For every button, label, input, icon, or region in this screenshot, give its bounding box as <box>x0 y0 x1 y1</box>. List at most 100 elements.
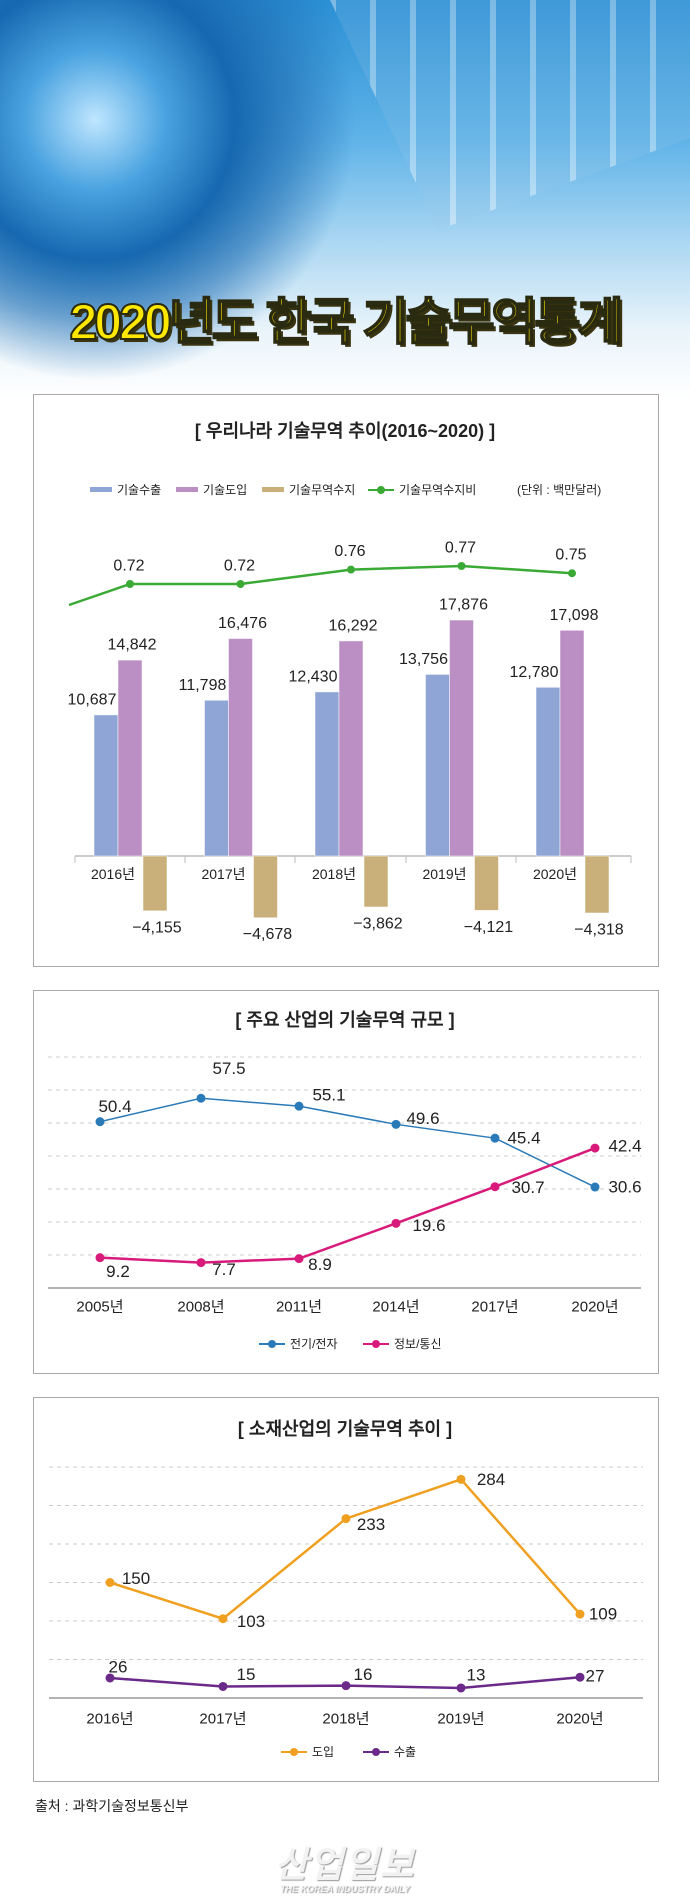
publisher-logo: 산업일보 THE KOREA INDUSTRY DAILY <box>274 1844 416 1894</box>
series-line-0 <box>99 1097 596 1188</box>
legend-item-ict: 정보/통신 <box>363 1335 442 1352</box>
bar-value-label: −4,121 <box>464 919 513 936</box>
data-label: 30.6 <box>608 1178 641 1197</box>
ratio-point <box>457 562 466 570</box>
bar-0 <box>204 700 229 857</box>
chart-box-materials <box>33 1397 659 1782</box>
bar-1 <box>338 640 364 857</box>
data-label: 103 <box>237 1612 265 1631</box>
bar-1 <box>559 630 585 857</box>
bar-1 <box>228 638 253 857</box>
bar-0 <box>425 674 450 857</box>
data-label: 233 <box>357 1515 385 1534</box>
data-point <box>294 1101 304 1111</box>
x-tick-label: 2018년 <box>312 866 356 882</box>
x-tick-label: 2011년 <box>276 1299 322 1316</box>
unit-label: (단위 : 백만달러) <box>517 481 601 498</box>
legend-line <box>368 485 394 494</box>
legend-swatch <box>90 487 112 492</box>
ratio-point <box>568 569 576 578</box>
legend-label: 기술무역수지 <box>289 483 356 497</box>
bar-value-label: 13,756 <box>399 651 448 668</box>
legend-swatch <box>262 487 284 492</box>
data-label: 50.4 <box>98 1097 131 1116</box>
bar-value-label: −4,318 <box>574 921 623 938</box>
x-tick-label: 2016년 <box>91 866 135 882</box>
data-point <box>490 1182 500 1192</box>
bar-value-label: 16,292 <box>329 617 378 634</box>
legend-label: 도입 <box>312 1745 335 1759</box>
data-point <box>196 1258 206 1268</box>
data-point <box>294 1254 304 1264</box>
data-point <box>341 1514 351 1524</box>
ratio-value-label: 0.77 <box>445 540 476 557</box>
data-label: 26 <box>109 1657 128 1676</box>
bar-value-label: 14,842 <box>108 637 157 654</box>
bar-2 <box>363 855 389 908</box>
legend-item-ratio: 기술무역수지비 <box>368 481 476 498</box>
data-point <box>105 1673 115 1683</box>
data-point <box>341 1681 351 1691</box>
data-label: 30.7 <box>511 1178 544 1197</box>
data-point <box>490 1133 500 1143</box>
bar-0 <box>93 714 119 857</box>
data-label: 13 <box>467 1665 486 1684</box>
legend-item-balance: 기술무역수지 <box>262 481 355 498</box>
bar-value-label: 11,798 <box>179 677 227 694</box>
unit-text: (단위 : 백만달러) <box>517 483 602 497</box>
data-label: 49.6 <box>406 1109 439 1128</box>
data-label: 19.6 <box>412 1216 445 1235</box>
bar-2 <box>253 855 278 918</box>
legend-line <box>363 1747 389 1756</box>
legend-label: 기술도입 <box>203 483 248 497</box>
x-tick-label: 2014년 <box>372 1299 419 1316</box>
data-label: 7.7 <box>212 1260 236 1279</box>
page-title: 2020년도 한국 기술무역통계 <box>68 293 624 351</box>
bar-value-label: 12,780 <box>510 664 559 681</box>
ratio-value-label: 0.72 <box>113 558 144 575</box>
data-point <box>456 1683 466 1693</box>
legend-line <box>363 1339 389 1348</box>
source-note: 출처 : 과학기술정보통신부 <box>35 1798 189 1814</box>
x-tick-label: 2017년 <box>199 1711 246 1728</box>
data-point <box>391 1119 401 1129</box>
ratio-point <box>347 565 355 574</box>
bar-0 <box>535 687 561 857</box>
bar-2 <box>474 855 499 911</box>
bar-2 <box>142 855 168 912</box>
legend-label: 기술무역수지비 <box>399 483 477 497</box>
data-label: 8.9 <box>308 1255 332 1274</box>
bar-value-label: 16,476 <box>218 615 267 632</box>
bar-value-label: 17,876 <box>439 597 488 614</box>
bar-value-label: 10,687 <box>68 691 117 708</box>
chart1-title: [ 우리나라 기술무역 추이(2016~2020) ] <box>194 421 496 441</box>
x-tick-label: 2018년 <box>322 1711 369 1728</box>
ratio-value-label: 0.76 <box>334 543 365 560</box>
legend-item-import: 기술도입 <box>176 481 247 498</box>
x-tick-label: 2017년 <box>201 866 245 882</box>
legend-item-export: 기술수출 <box>90 481 161 498</box>
legend-line <box>259 1339 285 1348</box>
x-tick-label: 2016년 <box>86 1711 133 1728</box>
data-point <box>196 1093 206 1103</box>
data-label: 16 <box>354 1665 373 1684</box>
series-line-1 <box>99 1146 596 1264</box>
bar-1 <box>117 659 143 857</box>
legend-label: 전기/전자 <box>290 1337 338 1351</box>
data-point <box>575 1672 585 1682</box>
data-point <box>218 1681 228 1691</box>
chart-box-industry <box>33 990 659 1374</box>
bar-value-label: −4,155 <box>132 919 181 936</box>
legend-label: 정보/통신 <box>394 1337 442 1351</box>
x-tick-label: 2020년 <box>571 1299 618 1316</box>
data-point <box>95 1117 105 1127</box>
data-label: 109 <box>589 1605 617 1624</box>
x-tick-label: 2017년 <box>471 1299 518 1316</box>
bar-value-label: −4,678 <box>243 926 292 943</box>
x-tick-label: 2019년 <box>422 866 466 882</box>
data-point <box>575 1609 585 1619</box>
bar-value-label: −3,862 <box>353 915 402 932</box>
data-label: 15 <box>237 1665 256 1684</box>
legend-item-import: 도입 <box>281 1743 334 1760</box>
ratio-value-label: 0.75 <box>555 547 586 564</box>
